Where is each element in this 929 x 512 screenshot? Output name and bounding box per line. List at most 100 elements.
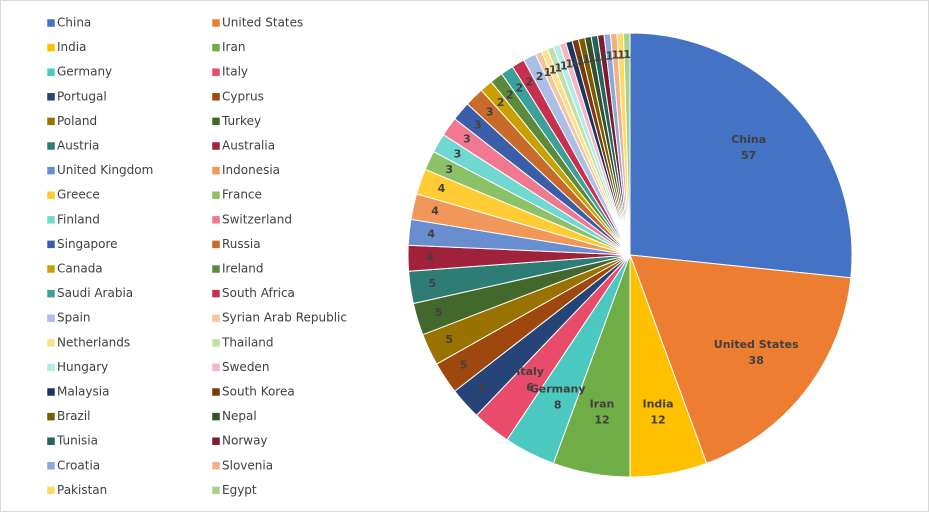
legend-swatch [46,264,56,274]
legend-swatch [46,190,56,200]
legend-label: Tunisia [56,434,98,448]
data-label: 4 [438,182,446,195]
data-label: 4 [427,228,435,241]
legend-label: Egypt [222,483,257,497]
legend-swatch [211,190,221,200]
data-label: 1 [571,56,579,69]
legend-swatch [211,240,221,249]
pie-slice [629,32,853,279]
data-label: 3 [486,106,494,119]
data-label: 1 [623,48,631,61]
legend-swatch [211,141,221,151]
legend-swatch [46,67,56,77]
data-label: 2 [536,70,544,83]
legend-label: Singapore [57,237,118,251]
legend-label: Slovenia [222,458,273,472]
legend-label: Austria [57,139,99,153]
legend-swatch [46,117,56,126]
legend-swatch [46,92,56,102]
data-label: 1 [612,49,620,62]
data-label: 3 [463,132,471,145]
legend-label: Greece [57,188,100,202]
legend-label: Finland [57,212,100,226]
legend-label: Poland [57,114,97,128]
legend-swatch [211,486,221,495]
data-label: 4 [431,204,439,217]
legend-label: Ireland [222,262,264,276]
legend-swatch [211,18,221,28]
data-label-name: Iran [590,397,615,410]
data-label: 2 [525,75,533,88]
legend-label: Saudi Arabia [57,286,133,300]
legend-swatch [211,461,221,471]
pie-slice [622,32,631,256]
data-label: 8 [554,399,562,412]
legend-label: Brazil [57,409,91,423]
legend-swatch [46,313,56,323]
legend-swatch [46,412,56,421]
legend-swatch [211,412,221,421]
legend-swatch [46,240,56,249]
legend-label: Indonesia [222,163,280,177]
data-label: 1 [617,48,625,61]
legend-swatch [211,117,221,126]
legend-label: China [57,16,91,30]
data-label: 4 [426,251,434,264]
legend-label: Germany [57,65,112,79]
data-label: 2 [497,96,505,109]
legend-label: Italy [222,65,248,79]
legend-swatch [211,338,221,348]
data-label: 5 [435,306,443,319]
data-label: 1 [560,59,568,72]
legend-swatch [211,166,221,175]
legend-label: Russia [222,237,261,251]
data-label: 3 [454,147,462,160]
data-label: 1 [606,49,614,62]
legend-swatch [46,486,56,495]
legend-label: India [57,40,86,54]
legend-label: Spain [57,311,91,325]
data-label: 12 [594,413,609,426]
data-label-name: United States [714,338,799,351]
data-label: 3 [445,163,453,176]
data-label: 1 [588,52,596,65]
legend-swatch [46,338,56,348]
legend-swatch [211,313,221,323]
legend-swatch [211,436,221,446]
legend-label: Syrian Arab Republic [222,311,347,325]
legend-swatch [211,92,221,102]
legend-swatch [211,215,221,225]
legend-label: South Korea [222,385,295,399]
legend-swatch [46,43,56,52]
legend-label: Iran [222,40,245,54]
legend-label: Hungary [57,360,108,374]
legend-label: Netherlands [57,335,130,349]
data-label: 57 [741,149,756,162]
data-label: 5 [445,333,453,346]
data-label: 5 [429,277,437,290]
legend-label: Switzerland [222,212,292,226]
data-label: 1 [594,51,602,64]
legend-swatch [46,436,56,446]
legend-swatch [46,18,56,28]
legend-swatch [46,215,56,225]
legend-label: Turkey [221,114,261,128]
data-label-name: Italy [516,365,544,378]
legend-label: Sweden [222,360,269,374]
data-label: 5 [478,382,486,395]
data-label: 2 [515,82,523,95]
legend-label: Australia [222,139,275,153]
legend-label: United Kingdom [57,163,153,177]
legend-label: France [222,188,262,202]
data-label: 1 [544,66,552,79]
data-label: 1 [577,54,585,67]
legend-swatch [211,67,221,77]
legend-label: South Africa [222,286,295,300]
legend-label: Pakistan [57,483,107,497]
legend-swatch [46,363,56,372]
legend-swatch [46,141,56,151]
data-label: 3 [474,119,482,132]
legend-swatch [46,166,56,175]
data-label: 38 [749,354,764,367]
